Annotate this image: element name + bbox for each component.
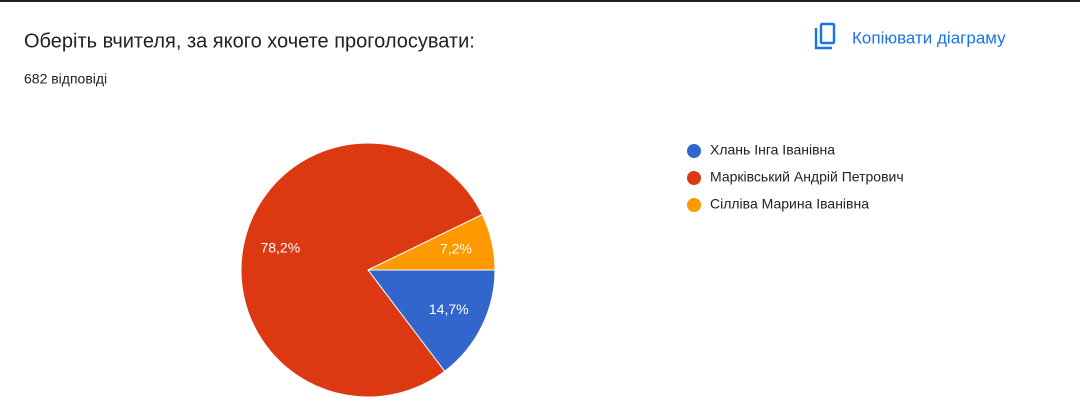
pie-slice (367, 213, 496, 271)
pie-slice (366, 269, 496, 372)
pie-slice (240, 142, 483, 398)
copy-button-label: Копіювати діаграму (852, 28, 1006, 47)
slice-label: 14,7% (429, 301, 469, 317)
copy-button[interactable]: Копіювати діаграму (814, 22, 1006, 50)
chart-title: Оберіть вчителя, за якого хочете проголо… (24, 30, 475, 52)
slice-label: 7,2% (440, 241, 472, 257)
legend-swatch (687, 171, 701, 185)
copy-icon (814, 28, 832, 50)
legend-label: Марківський Андрій Петрович (710, 169, 904, 185)
legend-swatch (687, 144, 701, 158)
legend-label: Хлань Інга Іванівна (710, 142, 835, 158)
response-count: 682 відповіді (24, 71, 107, 87)
legend-swatch (687, 198, 701, 212)
top-border (0, 0, 1080, 2)
copy-icon-front (819, 22, 836, 45)
slice-label: 78,2% (260, 240, 300, 256)
legend-label: Сілліва Марина Іванівна (710, 196, 869, 212)
